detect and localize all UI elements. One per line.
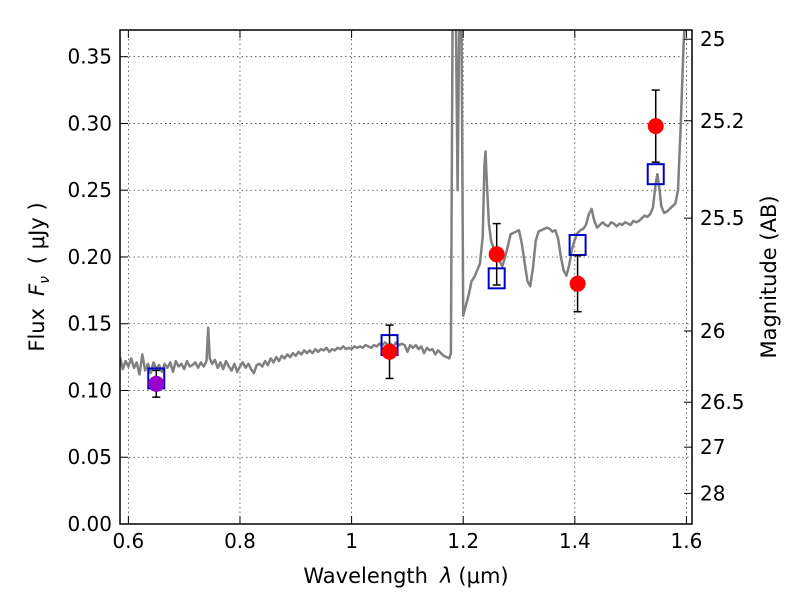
y2-tick-label: 26.5 bbox=[700, 390, 745, 414]
observed-flux-point bbox=[569, 275, 586, 292]
observed-flux-point bbox=[148, 375, 165, 392]
y-tick-label: 0.20 bbox=[67, 245, 112, 269]
x-axis-title: Wavelength λ (μm) bbox=[303, 564, 508, 588]
observed-flux-point bbox=[488, 246, 505, 263]
observed-flux-point bbox=[381, 343, 398, 360]
y2-tick-label: 25.5 bbox=[700, 206, 745, 230]
model-photometry-square bbox=[646, 163, 665, 186]
ticks-layer bbox=[120, 30, 692, 525]
observed-flux-point bbox=[647, 118, 664, 135]
x-tick-label: 1.6 bbox=[671, 529, 703, 553]
plot-frame bbox=[119, 29, 693, 525]
y2-tick-label: 26 bbox=[700, 319, 725, 343]
y2-tick-label: 25 bbox=[700, 27, 725, 51]
spectrum-layer bbox=[120, 30, 686, 376]
y-tick-label: 0.25 bbox=[67, 178, 112, 202]
x-tick-label: 0.8 bbox=[224, 529, 256, 553]
grid-lines bbox=[120, 30, 692, 525]
y2-axis-title: Magnitude (AB) bbox=[757, 195, 781, 358]
x-tick-label: 0.6 bbox=[112, 529, 144, 553]
x-tick-label: 1.4 bbox=[559, 529, 591, 553]
labels-layer: 0.6 0.8 1 1.2 1.4 1.6 0.00 0.05 0.10 0.15 0.20 0.25… bbox=[67, 27, 744, 553]
y2-tick-label: 28 bbox=[700, 481, 725, 505]
y-axis-title: FluxFν( μJy ) bbox=[25, 202, 53, 351]
y-tick-label: 0.15 bbox=[67, 312, 112, 336]
y-tick-label: 0.30 bbox=[67, 111, 112, 135]
model-spectrum-line bbox=[120, 30, 686, 376]
y-tick-label: 0.35 bbox=[67, 45, 112, 69]
y2-tick-label: 27 bbox=[700, 435, 725, 459]
y-tick-label: 0.00 bbox=[67, 512, 112, 536]
markers-layer bbox=[147, 89, 665, 398]
x-tick-label: 1 bbox=[345, 529, 358, 553]
y-tick-label: 0.10 bbox=[67, 378, 112, 402]
x-tick-label: 1.2 bbox=[447, 529, 479, 553]
y-tick-label: 0.05 bbox=[67, 445, 112, 469]
y2-tick-label: 25.2 bbox=[700, 109, 745, 133]
